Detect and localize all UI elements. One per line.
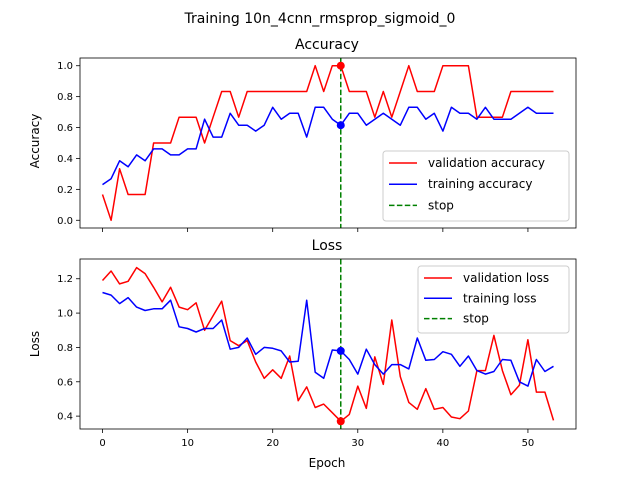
loss-ylabel: Loss (28, 331, 42, 357)
x-tick-label: 30 (351, 438, 364, 449)
loss-title: Loss (312, 238, 343, 254)
y-tick-label: 1.0 (57, 61, 73, 72)
y-tick-label: 1.2 (57, 274, 73, 285)
legend-label: training loss (463, 291, 536, 305)
y-tick-label: 1.0 (57, 309, 73, 320)
accuracy-subplot: Accuracy Accuracy 0.0 0.2 0.4 0.6 0.8 1.0 vali… (28, 37, 577, 232)
loss-xlabel: Epoch (309, 456, 346, 470)
accuracy-title: Accuracy (295, 37, 359, 53)
x-tick-label: 10 (181, 438, 194, 449)
validation-stop-marker (336, 61, 345, 70)
accuracy-ylabel: Accuracy (28, 114, 42, 169)
training-loss-line (102, 291, 554, 387)
legend-label: validation accuracy (428, 156, 545, 170)
loss-legend: validation loss training loss stop (417, 265, 570, 334)
y-tick-label: 0.8 (57, 343, 73, 354)
legend-box (382, 150, 570, 222)
y-tick-label: 0.4 (57, 412, 73, 423)
training-stop-marker (336, 121, 345, 130)
training-accuracy-line (102, 106, 554, 186)
x-tick-label: 40 (436, 438, 449, 449)
x-tick-label: 50 (522, 438, 535, 449)
y-tick-label: 0.6 (57, 377, 73, 388)
y-tick-label: 0.6 (57, 123, 73, 134)
x-tick-label: 0 (99, 438, 105, 449)
y-tick-label: 0.4 (57, 154, 73, 165)
legend-label: stop (463, 312, 489, 326)
y-tick-label: 0.8 (57, 92, 73, 103)
accuracy-legend: validation accuracy training accuracy stop (382, 150, 570, 222)
loss-subplot: Loss Loss Epoch 0 10 20 30 40 50 0.4 0.6 0.8 1.0 1… (28, 238, 577, 470)
validation-stop-marker (336, 417, 345, 426)
y-tick-label: 0.2 (57, 185, 73, 196)
training-stop-marker (336, 346, 345, 355)
legend-label: training accuracy (428, 177, 532, 191)
legend-box (417, 265, 570, 334)
plot-frame (79, 57, 577, 229)
y-tick-label: 0.0 (57, 216, 73, 227)
plot-frame (79, 258, 577, 430)
legend-label: stop (428, 198, 454, 212)
x-tick-label: 20 (266, 438, 279, 449)
legend-label: validation loss (463, 271, 549, 285)
figure-title: Training 10n_4cnn_rmsprop_sigmoid_0 (184, 11, 456, 27)
